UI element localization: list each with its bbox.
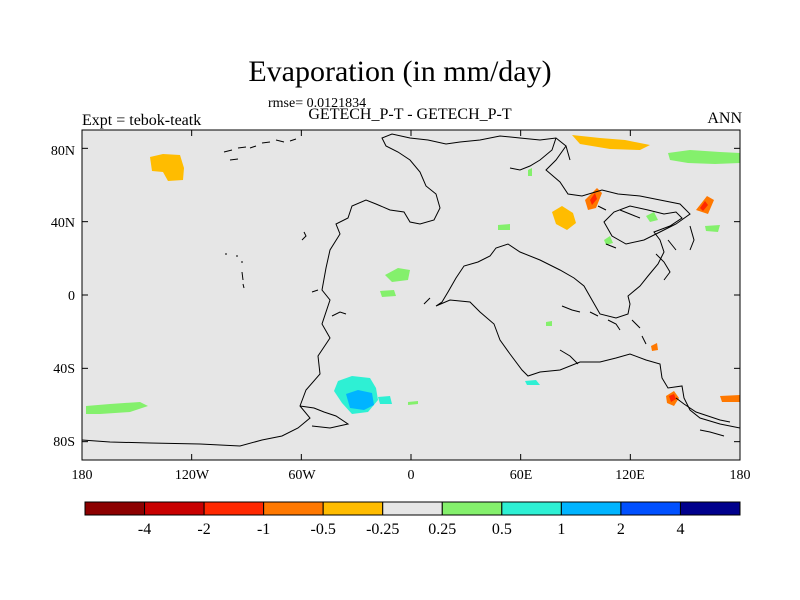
coastline-pangaea — [82, 133, 740, 447]
anomaly-cores — [346, 193, 708, 410]
colorbar-swatch — [501, 501, 562, 516]
colorbar-swatch — [203, 501, 265, 516]
x-tick-label: 0 — [408, 468, 415, 483]
patch-small-east-asia — [604, 236, 613, 245]
patch-small-indian — [546, 321, 552, 326]
y-tick-label: 0 — [68, 289, 75, 304]
x-tick-label: 60W — [288, 468, 316, 483]
patch-small-sw-pacific — [720, 395, 740, 402]
x-tick-label: 120E — [615, 468, 645, 483]
x-axis: 180 120W 60W 0 60E 120E 180 — [72, 130, 751, 483]
x-tick-label: 60E — [510, 468, 533, 483]
colorbar-swatch — [382, 501, 443, 516]
coastline-siberia-north — [509, 137, 571, 171]
colorbar-swatch — [144, 501, 205, 516]
patch-central-asia — [552, 206, 576, 230]
colorbar-label: -1 — [257, 521, 270, 538]
colorbar: -4 -2 -1 -0.5 -0.25 0.25 0.5 1 2 4 — [84, 501, 741, 538]
map-background — [82, 130, 740, 460]
patch-equatorial-atlantic — [385, 268, 410, 282]
patch-southeast-pacific — [86, 402, 148, 414]
colorbar-label: 4 — [676, 521, 684, 538]
patch-small-pacific — [705, 225, 720, 232]
colorbar-swatch — [560, 501, 622, 516]
patch-small-siberia — [528, 168, 532, 176]
colorbar-swatch — [322, 501, 384, 516]
coastline-south-america-inner — [299, 405, 350, 429]
coastline-east-asia-seas — [597, 205, 695, 281]
y-tick-label: 80S — [53, 435, 75, 450]
coastline-north-america-inner — [301, 231, 431, 317]
coastline-arctic-west — [223, 138, 297, 161]
patch-small-south-atlantic-1 — [378, 396, 392, 404]
patch-arctic-east — [572, 135, 650, 150]
plot-title: Evaporation (in mm/day) — [248, 55, 552, 88]
y-tick-label: 40N — [51, 216, 75, 231]
patch-small-atlantic-north — [498, 224, 510, 230]
x-tick-label: 180 — [72, 468, 93, 483]
coastline-se-asia-islands — [559, 305, 647, 365]
colorbar-label: 0.5 — [492, 521, 512, 538]
core-south-atlantic — [346, 390, 374, 410]
x-tick-label: 120W — [175, 468, 210, 483]
colorbar-label: 1 — [557, 521, 565, 538]
experiment-label: Expt = tebok-teatk — [82, 112, 202, 129]
colorbar-label: -0.5 — [311, 521, 336, 538]
y-axis: 80N 40N 0 40S 80S — [51, 144, 740, 450]
colorbar-swatch — [679, 501, 741, 516]
plot-subtitle: GETECH_P-T - GETECH_P-T — [308, 106, 512, 123]
y-tick-label: 80N — [51, 144, 75, 159]
core-east-asia — [590, 193, 597, 205]
patch-arctic-far-east — [668, 150, 740, 164]
coastlines — [82, 133, 740, 447]
y-tick-label: 40S — [53, 362, 75, 377]
season-label: ANN — [707, 110, 742, 127]
coastline-pacific-islands — [225, 253, 245, 289]
core-tasman — [669, 394, 676, 402]
patch-small-australia — [651, 343, 658, 351]
colorbar-label: -2 — [197, 521, 210, 538]
colorbar-label: -4 — [138, 521, 151, 538]
colorbar-swatch — [441, 501, 503, 516]
colorbar-label: -0.25 — [366, 521, 399, 538]
colorbar-swatch — [263, 501, 324, 516]
patch-small-central-africa — [380, 290, 396, 297]
colorbar-swatch — [84, 501, 146, 516]
patch-small-southern-ocean — [408, 401, 418, 405]
rmse-label: rmse= 0.0121834 — [268, 96, 367, 111]
colorbar-label: 2 — [617, 521, 625, 538]
coastline-antarctic-east — [675, 397, 731, 437]
colorbar-swatch — [620, 501, 681, 516]
anomaly-patches — [86, 135, 740, 414]
x-tick-label: 180 — [730, 468, 751, 483]
patch-north-pacific — [150, 154, 184, 181]
core-nw-pacific — [700, 201, 708, 211]
patch-indian-ocean-south — [525, 380, 540, 385]
patch-small-asia — [646, 212, 658, 222]
colorbar-label: 0.25 — [428, 521, 456, 538]
